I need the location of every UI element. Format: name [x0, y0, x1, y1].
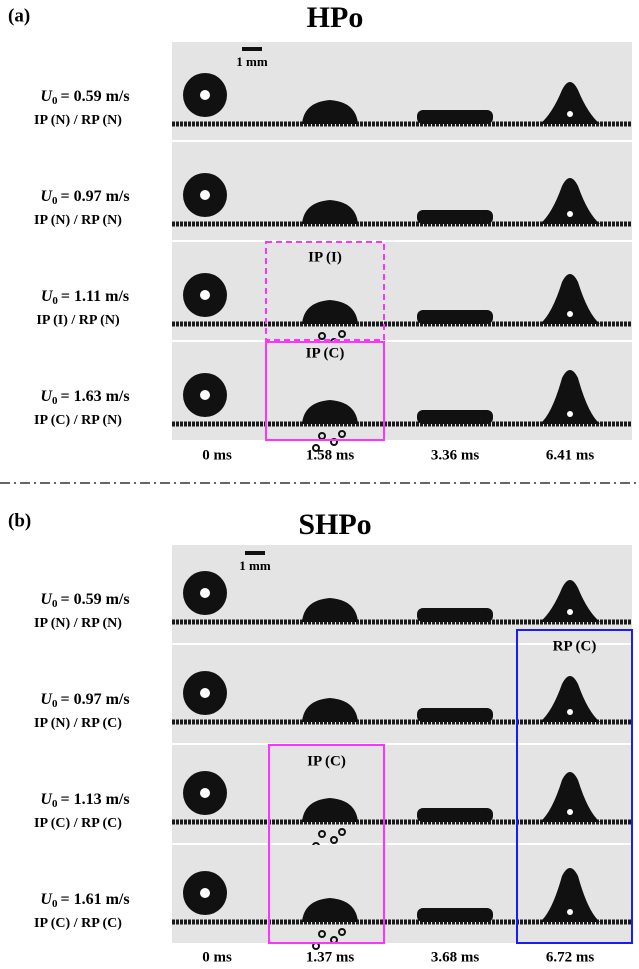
- droplet: [417, 210, 493, 224]
- droplet-highlight: [567, 111, 573, 117]
- scale-bar: [245, 551, 265, 555]
- droplet: [417, 808, 493, 822]
- velocity-value: = 0.59 m/s: [60, 591, 129, 608]
- droplet-highlight: [567, 709, 573, 715]
- velocity-subscript: 0: [52, 698, 58, 710]
- regime-label: IP (N) / RP (N): [34, 213, 122, 228]
- droplet-highlight: [200, 190, 210, 200]
- time-label: 1.37 ms: [306, 949, 354, 965]
- velocity-subscript: 0: [52, 598, 58, 610]
- droplet-highlight: [200, 588, 210, 598]
- droplet: [417, 908, 493, 922]
- droplet-highlight: [200, 688, 210, 698]
- velocity-value: = 1.61 m/s: [60, 891, 129, 908]
- panel-label: (b): [8, 510, 31, 531]
- regime-label: IP (I) / RP (N): [36, 313, 120, 328]
- droplet-highlight: [567, 311, 573, 317]
- regime-label: IP (N) / RP (N): [34, 616, 122, 631]
- droplet: [417, 608, 493, 622]
- velocity-value: = 1.63 m/s: [60, 388, 129, 405]
- time-label: 3.36 ms: [431, 447, 479, 463]
- time-label: 1.58 ms: [306, 447, 354, 463]
- droplet-highlight: [567, 809, 573, 815]
- droplet-highlight: [200, 390, 210, 400]
- panel-title: SHPo: [298, 508, 371, 541]
- velocity-subscript: 0: [52, 95, 58, 107]
- droplet-highlight: [567, 909, 573, 915]
- regime-label: IP (C) / RP (N): [34, 413, 122, 428]
- annotation-label: RP (C): [553, 638, 597, 654]
- panel-title: HPo: [307, 1, 364, 34]
- scale-bar: [242, 47, 262, 51]
- velocity-subscript: 0: [52, 195, 58, 207]
- velocity-subscript: 0: [52, 898, 58, 910]
- annotation-label: IP (C): [306, 345, 345, 361]
- droplet-highlight: [200, 290, 210, 300]
- time-label: 0 ms: [202, 447, 232, 463]
- droplet: [417, 708, 493, 722]
- droplet-highlight: [567, 411, 573, 417]
- time-label: 0 ms: [202, 949, 232, 965]
- droplet-highlight: [567, 211, 573, 217]
- scale-bar-label: 1 mm: [239, 558, 271, 573]
- velocity-subscript: 0: [52, 798, 58, 810]
- droplet-highlight: [567, 609, 573, 615]
- time-label: 3.68 ms: [431, 949, 479, 965]
- velocity-subscript: 0: [52, 295, 58, 307]
- droplet: [417, 410, 493, 424]
- velocity-value: = 1.11 m/s: [61, 288, 129, 305]
- panel-label: (a): [8, 5, 30, 26]
- time-label: 6.41 ms: [546, 447, 594, 463]
- droplet-highlight: [200, 788, 210, 798]
- velocity-value: = 1.13 m/s: [60, 791, 129, 808]
- velocity-value: = 0.59 m/s: [60, 88, 129, 105]
- droplet: [417, 110, 493, 124]
- annotation-label: IP (C): [307, 753, 346, 769]
- figure: (a)HPoU0= 0.59 m/sIP (N) / RP (N)U0= 0.9…: [0, 0, 639, 969]
- regime-label: IP (C) / RP (C): [34, 816, 122, 831]
- scale-bar-label: 1 mm: [236, 54, 268, 69]
- velocity-value: = 0.97 m/s: [60, 188, 129, 205]
- annotation-label: IP (I): [308, 249, 342, 265]
- regime-label: IP (N) / RP (N): [34, 113, 122, 128]
- droplet-highlight: [200, 90, 210, 100]
- droplet: [417, 310, 493, 324]
- droplet-highlight: [200, 888, 210, 898]
- regime-label: IP (C) / RP (C): [34, 916, 122, 931]
- velocity-subscript: 0: [52, 395, 58, 407]
- velocity-value: = 0.97 m/s: [60, 691, 129, 708]
- time-label: 6.72 ms: [546, 949, 594, 965]
- regime-label: IP (N) / RP (C): [34, 716, 122, 731]
